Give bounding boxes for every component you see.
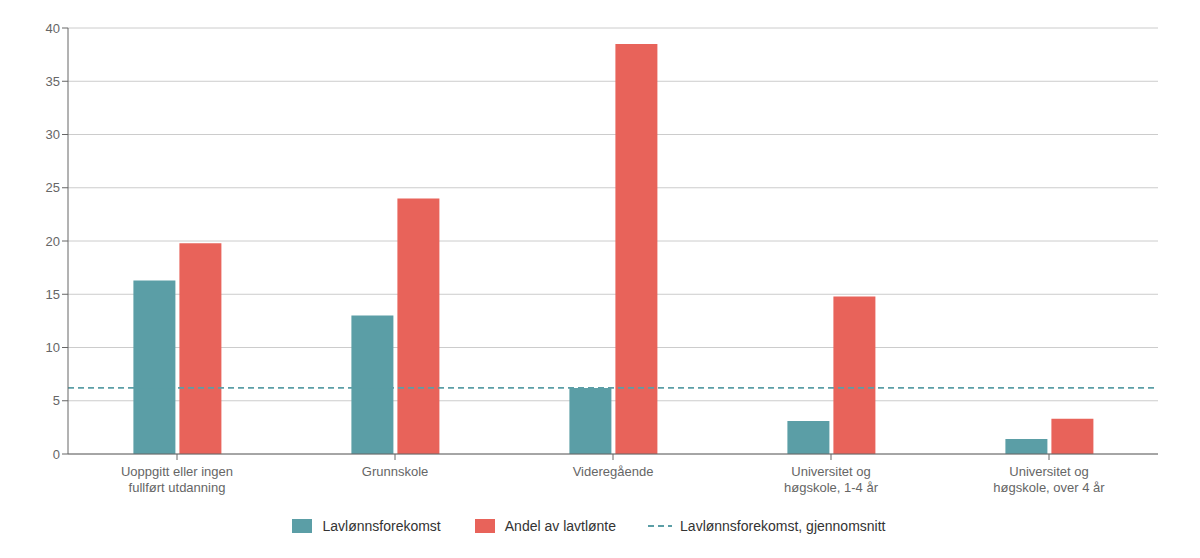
svg-text:Universitet oghøgskole, 1-4 år: Universitet oghøgskole, 1-4 år [784,464,879,495]
svg-text:35: 35 [46,74,60,89]
html-text:Lavlønnsforekomst, gjennomsnit: Lavlønnsforekomst, gjennomsnitt [680,518,886,534]
svg-text:25: 25 [46,180,60,195]
svg-text:20: 20 [46,234,60,249]
html-text:Andel av lavtlønte: Andel av lavtlønte [504,518,617,534]
svg-text:Grunnskole: Grunnskole [362,464,428,479]
svg-text:10: 10 [46,340,60,355]
html-text:Lavlønnsforekomst: Lavlønnsforekomst [322,518,441,534]
svg-text:Videregående: Videregående [573,464,654,479]
svg-text:30: 30 [46,127,60,142]
svg-text:Uoppgitt eller ingenfullført u: Uoppgitt eller ingenfullført utdanning [121,464,233,495]
svg-text:15: 15 [46,287,60,302]
svg-text:40: 40 [46,21,60,36]
svg-text:5: 5 [53,393,60,408]
svg-text:0: 0 [53,447,60,462]
svg-text:Universitet oghøgskole, over 4: Universitet oghøgskole, over 4 år [993,464,1105,495]
